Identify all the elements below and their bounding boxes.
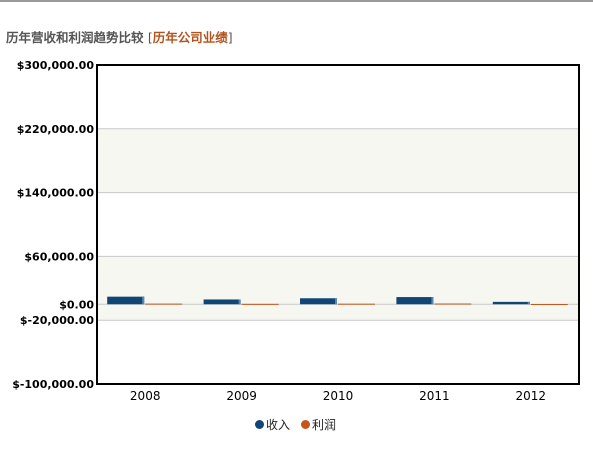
y-tick-label: $140,000.00 — [17, 187, 95, 200]
x-tick-label-2009: 2009 — [226, 389, 257, 403]
plot-border — [96, 64, 580, 385]
y-tick-label: $220,000.00 — [17, 123, 95, 136]
legend-dot-profit-icon — [301, 420, 310, 429]
bar-revenue-2008 — [107, 296, 145, 305]
bar-profit-2011 — [434, 303, 472, 305]
legend-label-revenue: 收入 — [266, 418, 291, 432]
bar-revenue-highlight-2008 — [142, 296, 145, 305]
plot-band-0 — [97, 128, 579, 193]
bracket-close: ] — [227, 30, 233, 45]
bar-revenue-highlight-2009 — [238, 299, 241, 305]
x-tick-label-2012: 2012 — [516, 389, 547, 403]
plot-band-1 — [97, 256, 579, 321]
company-history-link[interactable]: 历年公司业绩 — [152, 30, 228, 45]
bar-profit-2008 — [145, 303, 183, 305]
legend-label-profit: 利润 — [312, 418, 337, 432]
bar-profit-2009 — [241, 303, 279, 305]
plot-area — [97, 65, 579, 384]
y-tick-label: $-20,000.00 — [20, 314, 94, 327]
bar-revenue-2012 — [492, 301, 530, 305]
y-tick-label: $-100,000.00 — [12, 378, 94, 391]
bar-revenue-2010 — [300, 298, 337, 305]
y-tick-label: $60,000.00 — [24, 250, 94, 263]
bar-revenue-highlight-2010 — [335, 298, 337, 305]
title-text: 历年营收和利润趋势比较 — [6, 30, 144, 45]
x-tick-label-2011: 2011 — [419, 389, 450, 403]
page-title: 历年营收和利润趋势比较 [历年公司业绩] — [6, 27, 233, 46]
legend-item-profit[interactable]: 利润 — [301, 416, 336, 433]
chart-legend: 收入 利润 — [0, 416, 593, 434]
bar-revenue-highlight-2012 — [527, 301, 530, 305]
bar-revenue-2011 — [396, 297, 434, 305]
y-tick-label: $300,000.00 — [17, 59, 95, 72]
top-divider — [0, 0, 593, 2]
bar-revenue-highlight-2011 — [431, 297, 434, 305]
legend-dot-revenue-icon — [255, 420, 264, 429]
x-tick-label-2010: 2010 — [323, 389, 354, 403]
x-tick-label-2008: 2008 — [130, 389, 161, 403]
legend-item-revenue[interactable]: 收入 — [255, 416, 290, 433]
bar-profit-2012 — [530, 304, 568, 306]
bar-profit-2010 — [338, 303, 375, 305]
y-tick-label: $0.00 — [59, 298, 94, 311]
bar-revenue-2009 — [203, 299, 241, 305]
bracket-open: [ — [147, 30, 153, 45]
